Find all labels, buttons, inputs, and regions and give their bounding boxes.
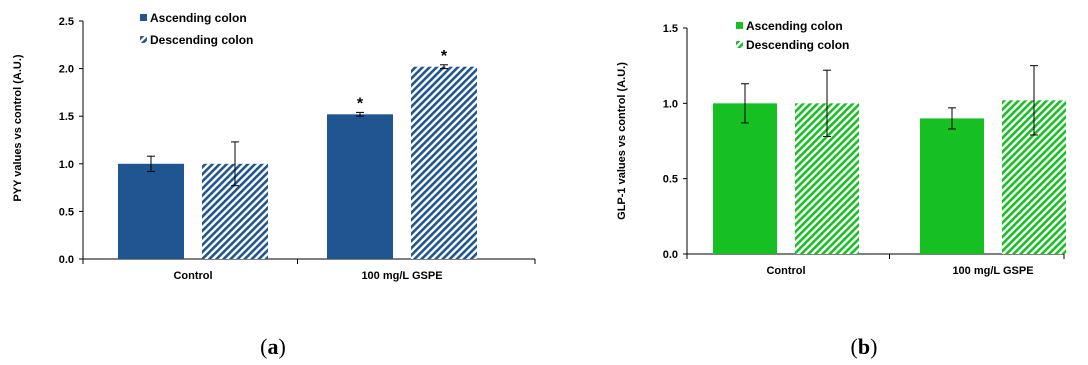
- chart-panel-a: PYY values vs control (A.U.) (a) 0.0 0.5 1…: [12, 11, 536, 359]
- legend-swatch: [140, 36, 147, 43]
- x-tick-label: 100 mg/L GSPE: [361, 270, 442, 282]
- bar: [411, 66, 477, 259]
- y-tick-label: 0.5: [59, 206, 74, 218]
- y-axis-label: GLP-1 values vs control (A.U.): [616, 62, 628, 220]
- bar: [920, 118, 984, 255]
- y-axis-label: PYY values vs control (A.U.): [12, 54, 24, 201]
- y-tick-label: 0.0: [663, 249, 678, 261]
- y-tick-label: 2.5: [59, 16, 74, 28]
- panel-label: (b): [851, 334, 878, 359]
- y-tick-label: 1.0: [663, 98, 678, 110]
- significance-marker: *: [441, 48, 448, 65]
- bar: [327, 114, 393, 260]
- panel-label: (a): [260, 334, 286, 359]
- legend-label: Descending colon: [746, 38, 849, 52]
- significance-marker: *: [357, 95, 364, 112]
- legend-label: Ascending colon: [746, 19, 843, 33]
- y-tick-label: 1.0: [59, 159, 74, 171]
- y-tick-label: 2.0: [59, 64, 74, 76]
- bar: [713, 103, 777, 254]
- y-tick-label: 0.5: [663, 174, 678, 186]
- legend-swatch: [140, 14, 147, 21]
- legend-label: Ascending colon: [150, 11, 247, 25]
- chart-panel-b: GLP-1 values vs control (A.U.) (b) 0.0 0.…: [616, 19, 1066, 359]
- x-tick-label: Control: [766, 265, 805, 277]
- legend-swatch: [736, 22, 743, 29]
- y-tick-label: 1.5: [59, 111, 74, 123]
- y-tick-label: 0.0: [59, 254, 74, 266]
- bar: [118, 163, 184, 259]
- legend-label: Descending colon: [150, 33, 253, 47]
- x-tick-label: 100 mg/L GSPE: [952, 265, 1033, 277]
- x-tick-label: Control: [173, 270, 212, 282]
- legend-swatch: [736, 41, 743, 48]
- y-tick-label: 1.5: [663, 23, 678, 35]
